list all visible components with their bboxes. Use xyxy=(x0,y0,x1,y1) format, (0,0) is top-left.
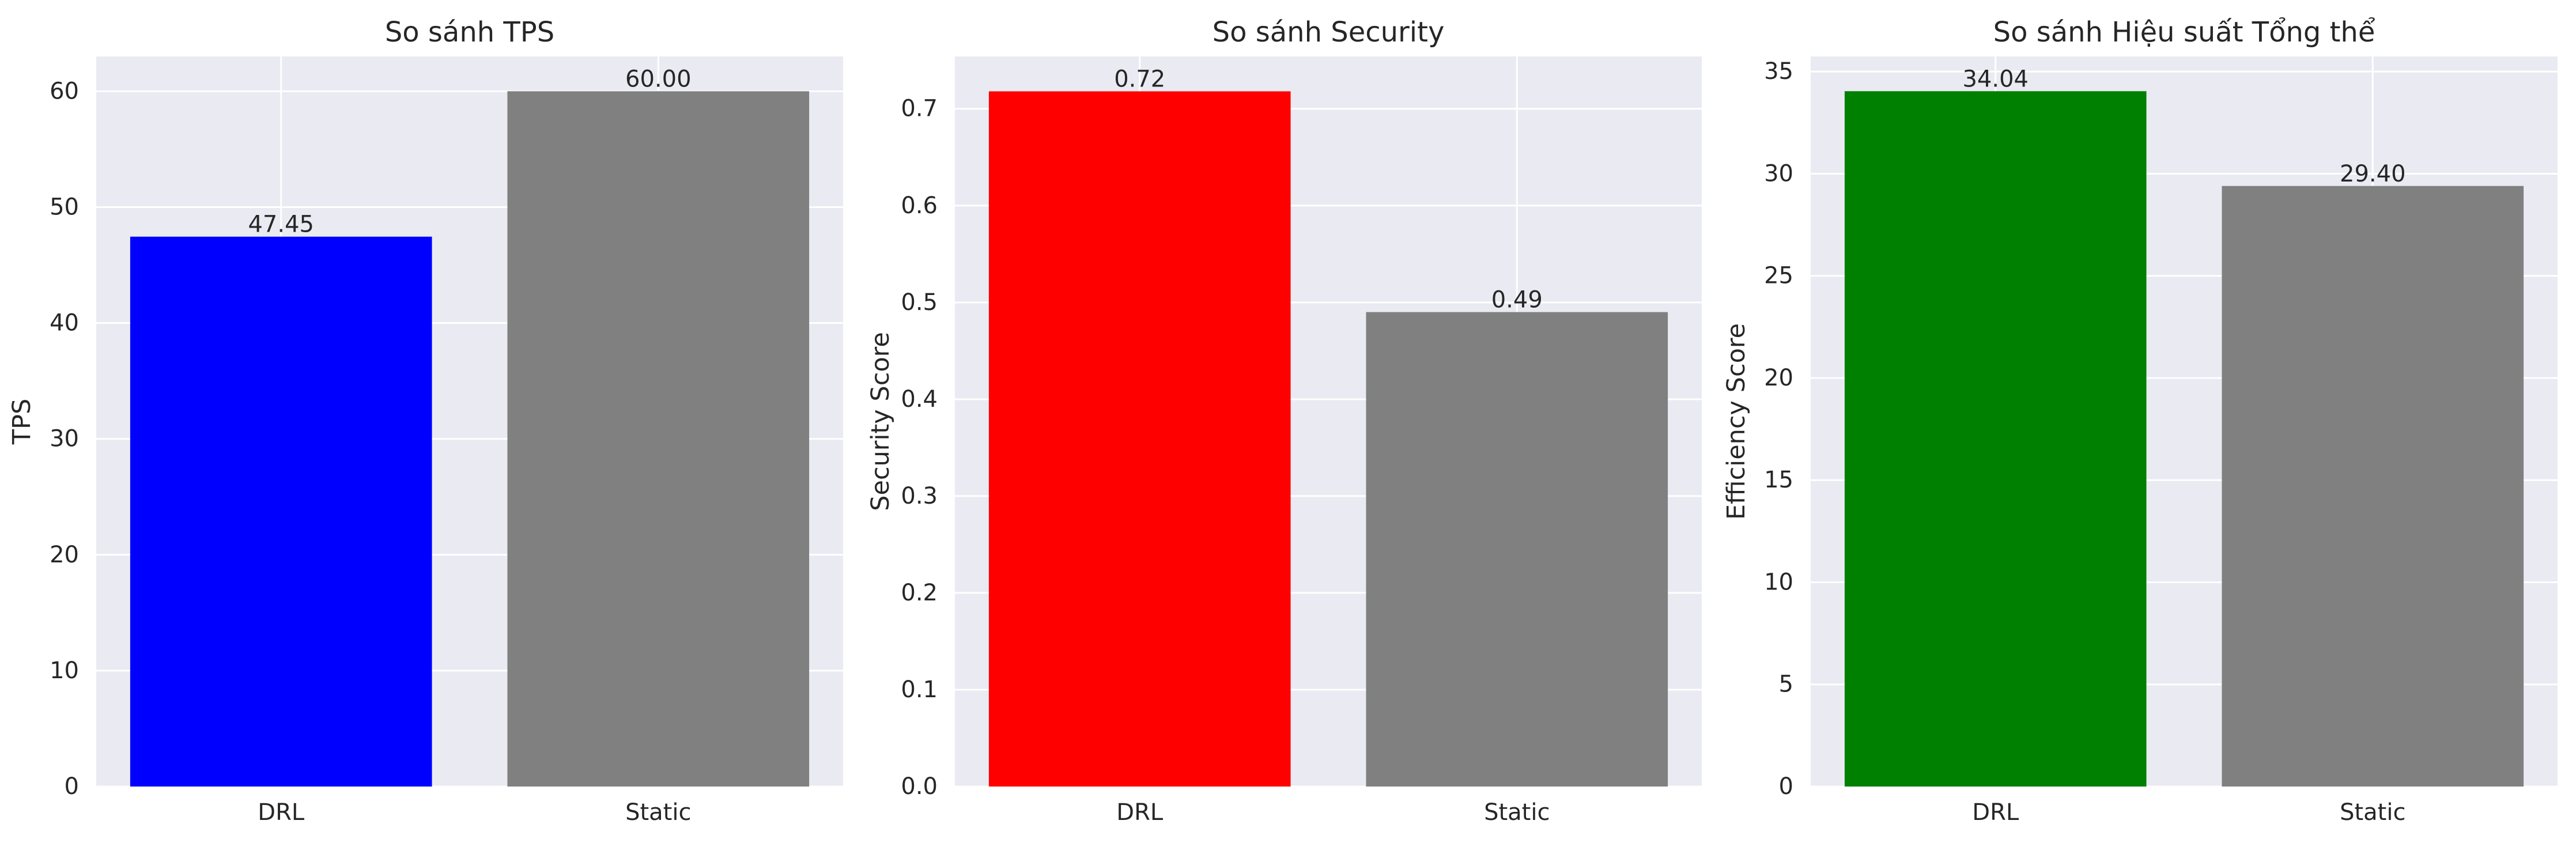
bar-value-label: 34.04 xyxy=(1962,66,2029,92)
bar-drl xyxy=(1844,91,2147,787)
y-tick-label: 0.1 xyxy=(901,676,938,703)
chart-title: So sánh TPS xyxy=(385,16,554,48)
y-tick-label: 0.6 xyxy=(901,192,938,219)
y-tick-label: 40 xyxy=(50,310,79,337)
y-tick-label: 0.7 xyxy=(901,96,938,122)
y-tick-label: 10 xyxy=(50,657,79,684)
y-tick-label: 50 xyxy=(50,194,79,220)
y-tick-label: 10 xyxy=(1764,569,1793,595)
bar-value-label: 29.40 xyxy=(2340,161,2406,187)
y-tick-label: 0 xyxy=(65,773,79,800)
bar-static xyxy=(507,91,810,787)
bar-drl xyxy=(130,236,432,787)
y-tick-label: 20 xyxy=(1764,365,1793,391)
bar-drl xyxy=(988,91,1291,787)
y-axis-label: Efficiency Score xyxy=(1722,323,1751,520)
bar-value-label: 60.00 xyxy=(625,66,692,92)
chart-panel-2: 0.0 0.1 0.2 0.3 0.4 0.5 0.6 0.7 0.72 DRL 0.49 Stati… xyxy=(866,16,1702,826)
y-tick-label: 0.0 xyxy=(901,773,938,800)
y-axis-label: Security Score xyxy=(866,332,895,511)
x-tick-label: Static xyxy=(625,799,691,826)
y-tick-label: 0.2 xyxy=(901,580,938,606)
y-tick-label: 30 xyxy=(1764,160,1793,187)
y-tick-label: 15 xyxy=(1764,467,1793,493)
bar-value-label: 0.49 xyxy=(1491,287,1543,313)
chart-title: So sánh Hiệu suất Tổng thể xyxy=(1993,16,2375,48)
x-tick-label: DRL xyxy=(258,799,305,826)
y-tick-label: 35 xyxy=(1764,58,1793,85)
y-tick-label: 5 xyxy=(1779,671,1793,698)
x-tick-label: DRL xyxy=(1972,799,2019,826)
y-axis-label: TPS xyxy=(7,399,36,445)
y-tick-label: 0.5 xyxy=(901,289,938,316)
chart-title: So sánh Security xyxy=(1213,16,1445,48)
chart-panel-3: 0 5 10 15 20 25 30 35 34.04 DRL 29.40 Static So sánh… xyxy=(1722,16,2558,826)
bar-value-label: 47.45 xyxy=(248,211,314,238)
chart-panel-1: 0 10 20 30 40 50 60 47.45 DRL 60.00 Static So sánh … xyxy=(7,16,843,826)
bar-static xyxy=(2222,186,2524,787)
x-tick-label: Static xyxy=(1484,799,1550,826)
y-tick-label: 0.4 xyxy=(901,386,938,413)
bar-static xyxy=(1366,312,1668,787)
y-tick-label: 25 xyxy=(1764,263,1793,289)
y-tick-label: 60 xyxy=(50,78,79,104)
y-tick-label: 30 xyxy=(50,426,79,452)
y-tick-label: 20 xyxy=(50,542,79,568)
x-tick-label: Static xyxy=(2340,799,2405,826)
bar-value-label: 0.72 xyxy=(1114,66,1165,92)
x-tick-label: DRL xyxy=(1116,799,1164,826)
y-tick-label: 0.3 xyxy=(901,483,938,509)
y-tick-label: 0 xyxy=(1779,773,1793,800)
